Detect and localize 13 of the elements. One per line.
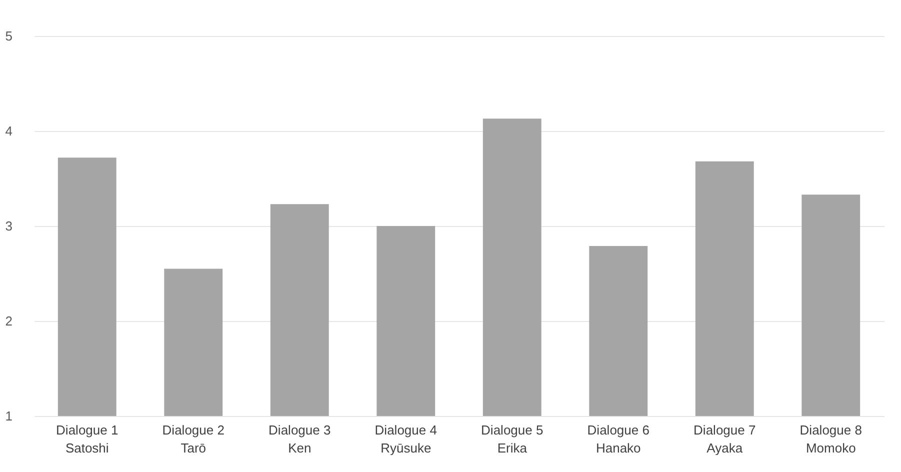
x-tick-label: Dialogue 4 Ryūsuke	[374, 422, 437, 456]
x-tick-label: Dialogue 2 Tarō	[162, 422, 224, 456]
y-tick-label: 5	[5, 28, 12, 44]
x-tick-label: Dialogue 6 Hanako	[587, 422, 650, 456]
x-tick-label: Dialogue 1 Satoshi	[56, 422, 118, 456]
x-tick-label: Dialogue 3 Ken	[268, 422, 331, 456]
x-tick-label: Dialogue 8 Momoko	[800, 422, 862, 456]
y-tick-label: 3	[5, 218, 12, 234]
y-tick-label: 1	[5, 408, 12, 424]
y-tick-label: 2	[5, 314, 12, 328]
y-tick-label: 4	[5, 124, 12, 138]
x-tick-label: Dialogue 5 Erika	[481, 422, 544, 456]
x-tick-label: Dialogue 7 Ayaka	[694, 422, 756, 456]
